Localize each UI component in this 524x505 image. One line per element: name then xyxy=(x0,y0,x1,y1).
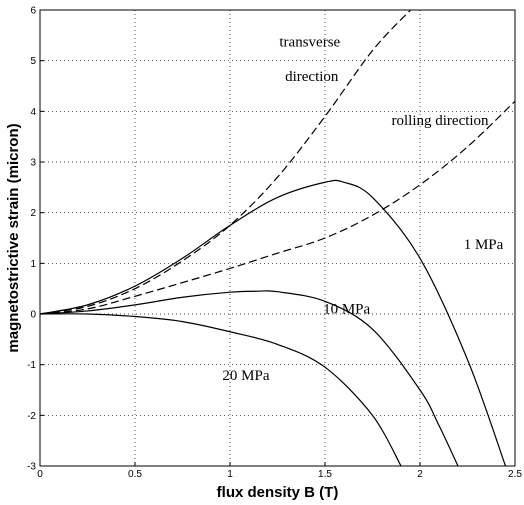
y-tick-label: 4 xyxy=(30,107,36,118)
y-tick-label: -3 xyxy=(27,462,36,473)
y-tick-label: 6 xyxy=(30,6,36,17)
x-tick-label: 1.5 xyxy=(318,469,332,480)
x-tick-label: 1 xyxy=(227,469,233,480)
y-tick-label: 1 xyxy=(30,259,36,270)
series-group xyxy=(39,9,516,467)
annotation-label: 20 MPa xyxy=(222,368,269,384)
y-tick-label: 5 xyxy=(30,56,36,67)
series-transverse-direction-line xyxy=(39,9,411,315)
annotation-label: direction xyxy=(285,69,339,85)
tick-labels: 0 0.5 1 1.5 2 2.5 -3 -2 -1 0 1 2 3 4 5 6 xyxy=(27,6,522,481)
annotation-label: transverse xyxy=(279,34,340,50)
y-tick-label: -2 xyxy=(27,411,36,422)
annotation-label: 1 MPa xyxy=(464,237,504,253)
annotation-label: 10 MPa xyxy=(323,301,370,317)
y-tick-label: 0 xyxy=(30,310,36,321)
series-rolling-direction-line xyxy=(39,100,516,315)
x-tick-label: 2.5 xyxy=(508,469,522,480)
y-tick-label: -1 xyxy=(27,360,36,371)
x-tick-label: 2 xyxy=(417,469,423,480)
plot-frame xyxy=(39,9,516,467)
series-20-mpa-line xyxy=(39,313,402,467)
x-tick-label: 0.5 xyxy=(128,469,142,480)
annotations: transverse direction rolling direction 1 MP… xyxy=(222,34,503,383)
series-10-mpa-line xyxy=(39,290,459,467)
y-tick-label: 3 xyxy=(30,158,36,169)
annotation-label: rolling direction xyxy=(392,113,490,129)
grid xyxy=(40,10,515,466)
x-tick-label: 0 xyxy=(37,469,43,480)
y-axis-label: magnetostrictive strain (micron) xyxy=(5,123,22,352)
x-axis-label: flux density B (T) xyxy=(217,484,339,501)
y-tick-label: 2 xyxy=(30,208,36,219)
series-1-mpa-line xyxy=(39,179,507,467)
